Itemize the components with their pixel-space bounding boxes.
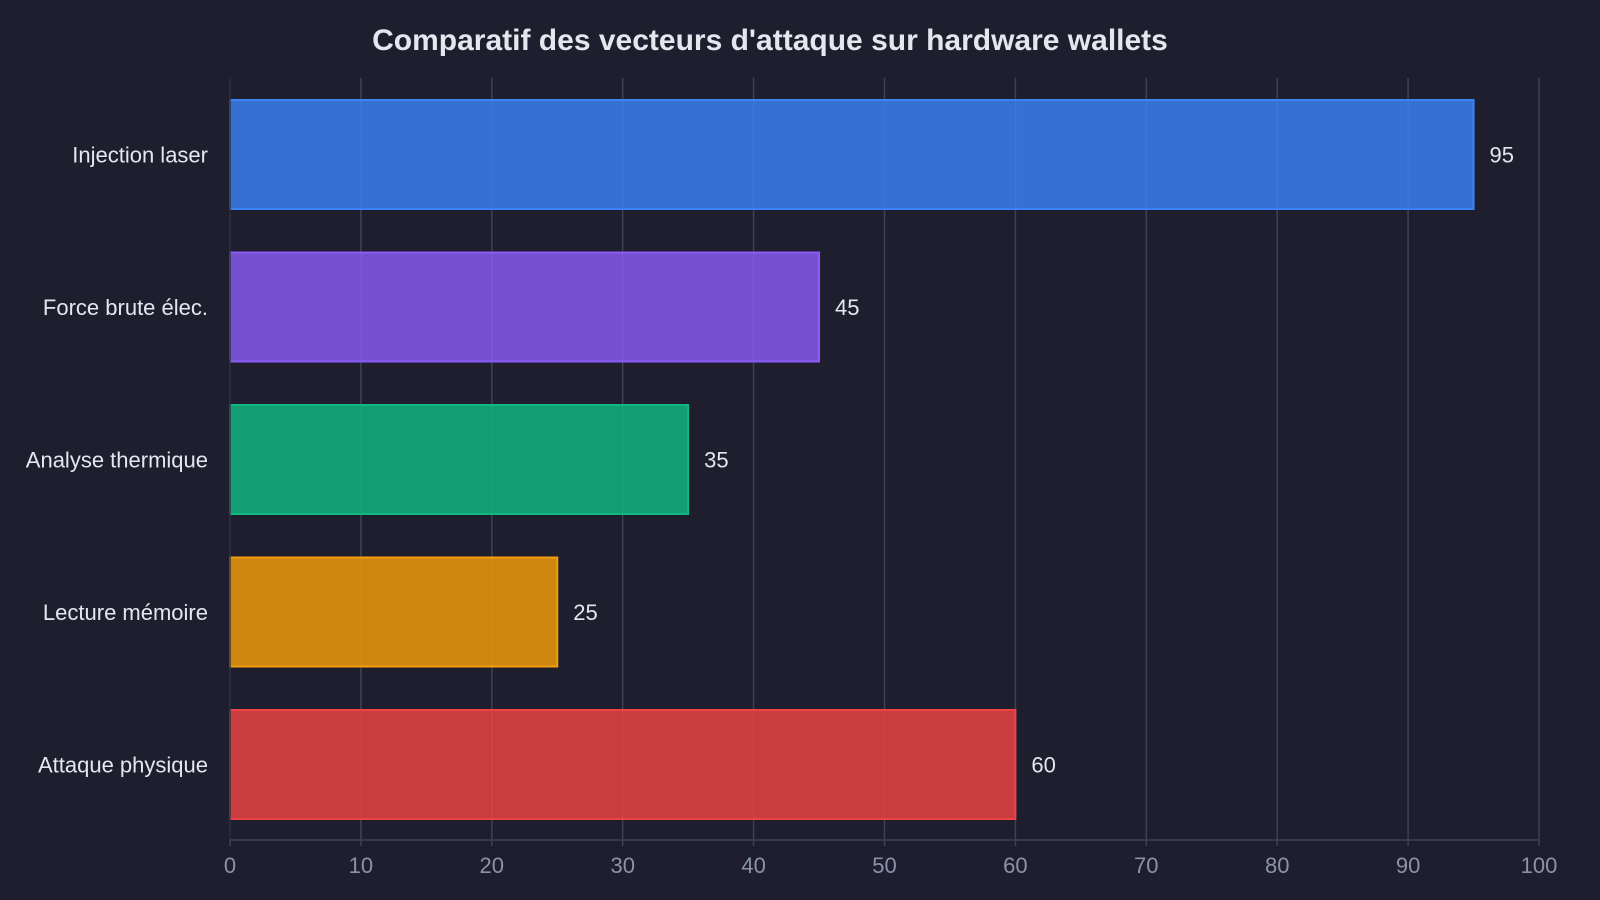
category-labels: Injection laser Force brute élec. Analyse … [26,143,208,778]
value-labels: 95 45 35 25 60 [573,143,1514,778]
x-tick-label: 10 [349,853,373,878]
category-label: Force brute élec. [43,295,208,320]
x-tick-label: 0 [224,853,236,878]
x-tick-label: 80 [1265,853,1289,878]
x-tick-label: 40 [741,853,765,878]
value-label: 95 [1490,143,1514,168]
x-tick-label: 60 [1003,853,1027,878]
bar [229,404,690,515]
bar [229,251,821,363]
x-tick-label: 20 [480,853,504,878]
category-label: Injection laser [72,143,208,168]
x-tick-label: 70 [1134,853,1158,878]
category-label: Analyse thermique [26,448,208,473]
x-axis: 0 10 20 30 40 50 60 70 80 90 100 [224,78,1557,878]
x-tick-label: 50 [872,853,896,878]
chart-title: Comparatif des vecteurs d'attaque sur ha… [372,24,1168,57]
x-tick-label: 30 [610,853,634,878]
value-label: 35 [704,448,728,473]
value-label: 25 [573,600,597,625]
bar [229,556,559,668]
category-label: Attaque physique [38,753,208,778]
value-label: 60 [1031,753,1055,778]
x-tick-label: 90 [1396,853,1420,878]
x-tick-label: 100 [1521,853,1558,878]
value-label: 45 [835,295,859,320]
category-label: Lecture mémoire [43,600,208,625]
bar [229,709,1017,820]
bars [229,99,1475,820]
bar [229,99,1475,210]
